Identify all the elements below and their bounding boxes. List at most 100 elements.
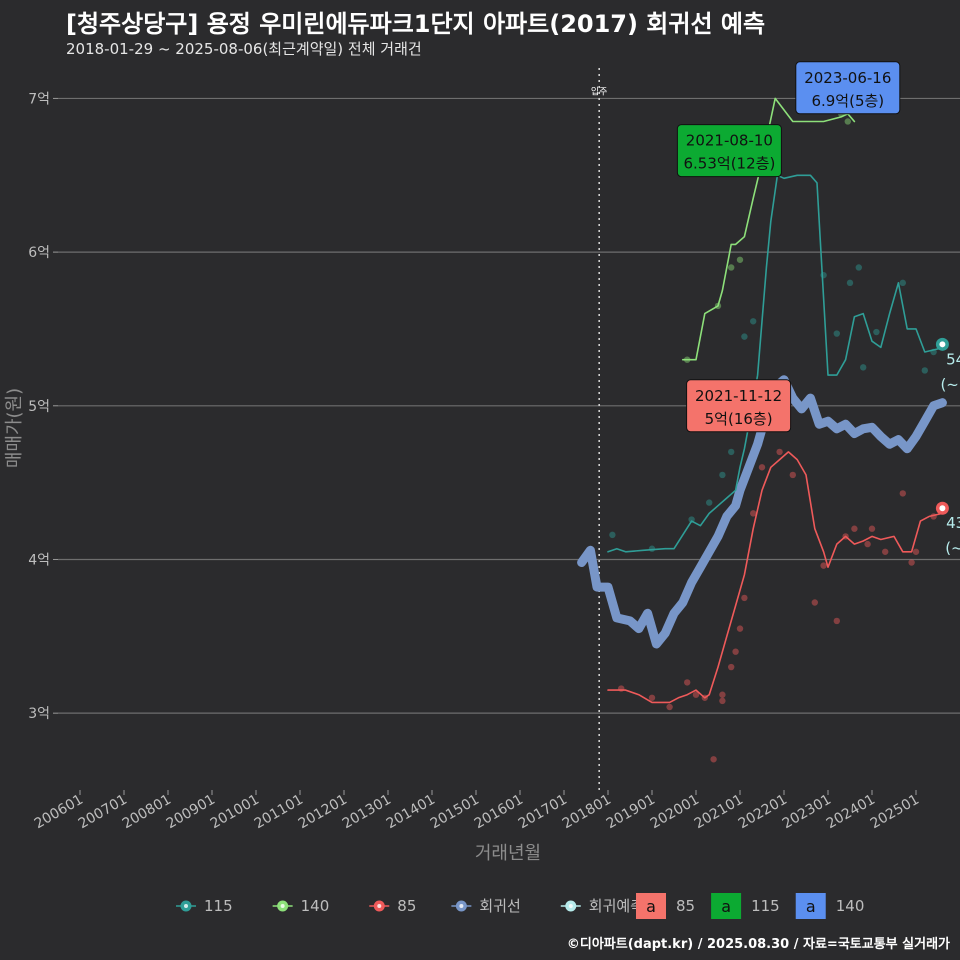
x-tick-label: 200901 xyxy=(164,792,218,833)
scatter-point-s85 xyxy=(758,464,766,471)
gridlines xyxy=(58,97,960,714)
series-line-140 xyxy=(682,97,856,361)
forecast-value-label: 43,350 xyxy=(946,514,960,532)
legend-dot-center xyxy=(377,904,382,908)
forecast-point-center xyxy=(939,505,946,512)
scatter-point-s85 xyxy=(719,697,726,705)
x-tick-label: 200701 xyxy=(76,792,130,833)
scatter-point-s85 xyxy=(899,490,906,497)
scatter-point-s85 xyxy=(789,471,796,479)
y-axis-ticks: 3억 4억 5억 6억 7억 xyxy=(28,91,58,722)
x-tick-label: 200801 xyxy=(120,792,174,833)
scatter-point-s85 xyxy=(684,679,691,686)
legend-box-label-85: 85 xyxy=(676,897,695,915)
scatter-point-s85 xyxy=(666,703,673,711)
scatter-point-s85 xyxy=(750,510,757,517)
scatter-point-s85 xyxy=(908,559,915,566)
scatter-point-s140 xyxy=(844,118,851,125)
series-line-115 xyxy=(607,174,944,553)
scatter-point-s85 xyxy=(811,599,818,606)
x-tick-label: 201001 xyxy=(208,792,262,833)
legend-box-85 xyxy=(636,893,666,919)
scatter-point-s85 xyxy=(851,525,858,532)
scatter-point-s115 xyxy=(741,333,748,340)
scatter-point-s85 xyxy=(776,448,783,456)
scatter-point-s115 xyxy=(846,279,854,287)
x-tick-label: 202201 xyxy=(736,792,790,833)
legend-box-label-115: 115 xyxy=(751,897,780,915)
annotation-box-label85 xyxy=(686,379,792,433)
y-tick-label: 3억 xyxy=(28,706,50,722)
scatter-point-s115 xyxy=(860,364,867,371)
scatter-point-s85 xyxy=(648,694,656,701)
x-tick-label: 201501 xyxy=(428,792,482,833)
legend: 115 140 85 회귀선 회귀예측 a 85 a 115 a 140 xyxy=(176,893,864,919)
forecast-point-center xyxy=(939,341,946,348)
annotation-date: 2023-06-16 xyxy=(804,69,891,87)
scatter-point-s85 xyxy=(864,540,871,548)
scatter-point-s85 xyxy=(741,594,748,602)
legend-label-115: 115 xyxy=(204,897,233,915)
forecast-area-label: (~115㎡) xyxy=(940,375,960,393)
x-tick-label: 202501 xyxy=(868,792,922,833)
scatter-point-s140 xyxy=(728,264,735,271)
annotation-date: 2021-11-12 xyxy=(695,387,782,405)
x-tick-label: 202001 xyxy=(648,792,702,833)
move-in-label: 입주 xyxy=(591,85,608,97)
legend-box-140 xyxy=(795,893,826,919)
chart-title: [청주상당구] 용정 우미린에듀파크1단지 아파트(2017) 회귀선 예측 xyxy=(66,10,766,38)
annotation-box-label140 xyxy=(795,61,901,115)
legend-label-85: 85 xyxy=(397,897,416,915)
credit-line: ©디아파트(dapt.kr) / 2025.08.30 / 자료=국토교통부 실… xyxy=(566,937,950,952)
x-tick-label: 202401 xyxy=(824,792,878,833)
scatter-point-s85 xyxy=(719,691,726,698)
legend-dot-center xyxy=(184,904,188,908)
y-tick-label: 7억 xyxy=(28,91,50,107)
legend-label-회귀예측: 회귀예측 xyxy=(589,897,644,915)
y-tick-label: 4억 xyxy=(28,552,50,568)
scatter-point-s115 xyxy=(921,367,928,374)
legend-box-glyph: a xyxy=(721,897,731,916)
y-axis-title: 매매가(원) xyxy=(4,388,25,468)
x-tick-label: 201301 xyxy=(340,792,394,833)
legend-box-glyph: a xyxy=(646,897,656,916)
scatter-point-s115 xyxy=(855,264,862,271)
move-in-line: 입주 xyxy=(591,68,608,790)
scatter-point-s115 xyxy=(899,279,906,287)
scatter-point-s85 xyxy=(833,617,840,625)
x-tick-label: 201201 xyxy=(296,792,350,833)
x-tick-label: 201101 xyxy=(252,792,306,833)
legend-dot-center xyxy=(459,904,464,908)
scatter-point-s85 xyxy=(820,562,827,569)
x-tick-label: 202301 xyxy=(780,792,834,833)
forecast-area-label: (~85㎡) xyxy=(945,539,960,557)
x-tick-label: 201401 xyxy=(384,792,438,833)
y-tick-label: 6억 xyxy=(28,245,50,261)
scatter-point-s85 xyxy=(736,625,744,632)
scatter-point-s85 xyxy=(912,548,920,555)
legend-box-glyph: a xyxy=(806,897,816,916)
legend-dot-center xyxy=(568,904,573,908)
x-tick-label: 201801 xyxy=(560,792,614,833)
scatter-point-s85 xyxy=(728,663,735,671)
x-axis-title: 거래년월 xyxy=(475,843,541,864)
legend-label-회귀선: 회귀선 xyxy=(479,897,520,915)
x-tick-label: 201901 xyxy=(604,792,658,833)
annotation-price: 5억(16층) xyxy=(705,410,773,428)
scatter-point-s115 xyxy=(719,471,726,479)
legend-box-115 xyxy=(711,893,742,919)
annotation-labels: 2023-06-16 6.9억(5층) 2021-08-10 6.53억(12층) 20… xyxy=(676,61,901,433)
series-line-85 xyxy=(607,451,944,704)
scatter-point-s115 xyxy=(833,330,840,337)
x-tick-label: 201701 xyxy=(516,792,570,833)
scatter-point-s85 xyxy=(710,756,717,763)
forecast-points: 54,000 (~115㎡) 43,350 (~85㎡) xyxy=(935,337,960,557)
legend-dot-center xyxy=(280,904,285,908)
x-axis-ticks: 2006012007012008012009012010012011012012… xyxy=(32,790,922,832)
scatter-point-s115 xyxy=(750,318,757,325)
scatter-point-s115 xyxy=(609,531,616,539)
scatter-point-s85 xyxy=(882,548,889,555)
chart-subtitle: 2018-01-29 ~ 2025-08-06(최근계약일) 전체 거래건 xyxy=(66,40,422,58)
x-tick-label: 201601 xyxy=(472,792,526,833)
